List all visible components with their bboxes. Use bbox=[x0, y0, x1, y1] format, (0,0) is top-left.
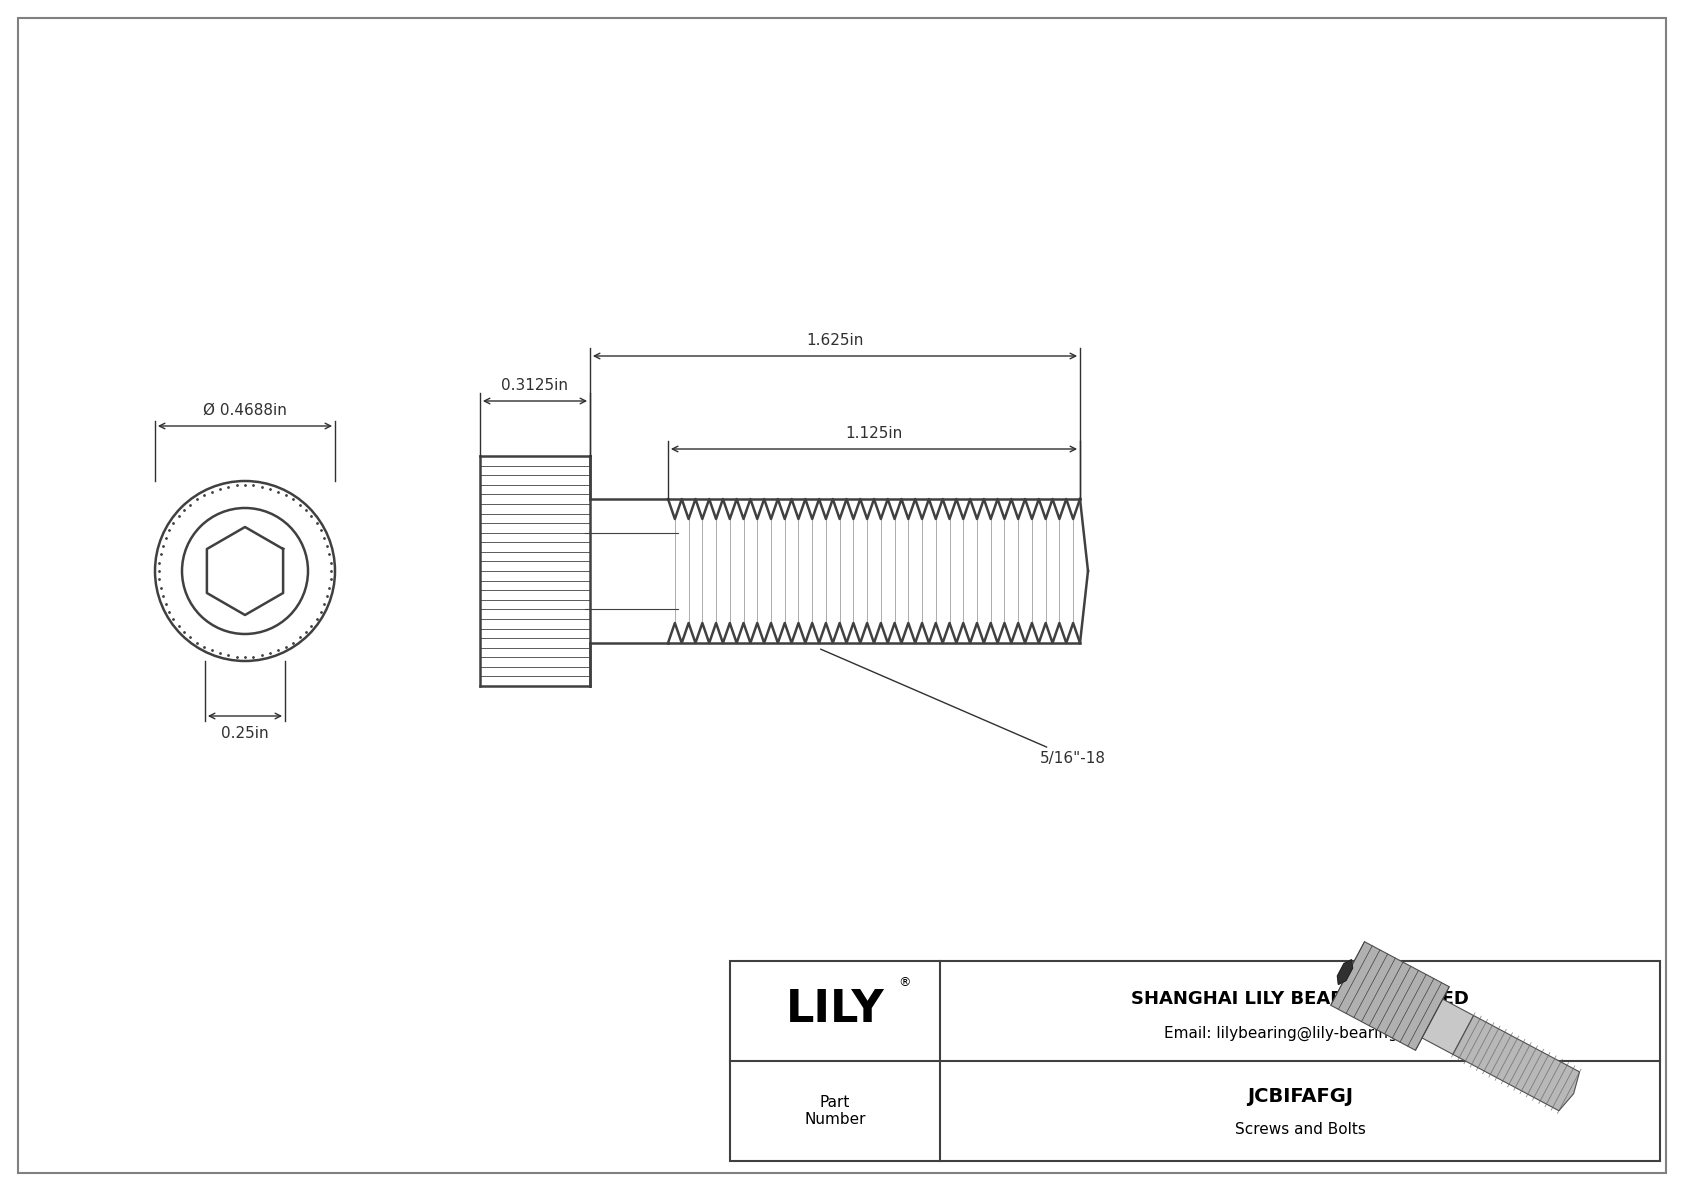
Text: JCBIFAFGJ: JCBIFAFGJ bbox=[1246, 1086, 1352, 1105]
Polygon shape bbox=[1421, 999, 1474, 1054]
Text: Part
Number: Part Number bbox=[805, 1095, 866, 1127]
Text: SHANGHAI LILY BEARING LIMITED: SHANGHAI LILY BEARING LIMITED bbox=[1132, 990, 1468, 1008]
Text: Ø 0.4688in: Ø 0.4688in bbox=[204, 403, 286, 418]
Text: ®: ® bbox=[899, 977, 911, 990]
Polygon shape bbox=[1337, 960, 1352, 985]
Text: 0.25in: 0.25in bbox=[221, 727, 269, 741]
Text: LILY: LILY bbox=[786, 987, 884, 1030]
Text: Screws and Bolts: Screws and Bolts bbox=[1234, 1122, 1366, 1136]
Text: 0.3125in: 0.3125in bbox=[502, 378, 569, 393]
Polygon shape bbox=[1453, 1016, 1580, 1111]
Text: 5/16"-18: 5/16"-18 bbox=[820, 649, 1106, 766]
Bar bbox=[729, 961, 1660, 1161]
Text: Email: lilybearing@lily-bearing.com: Email: lilybearing@lily-bearing.com bbox=[1164, 1025, 1436, 1041]
Polygon shape bbox=[1330, 942, 1450, 1050]
Text: 1.125in: 1.125in bbox=[845, 426, 903, 441]
Text: 1.625in: 1.625in bbox=[807, 333, 864, 348]
